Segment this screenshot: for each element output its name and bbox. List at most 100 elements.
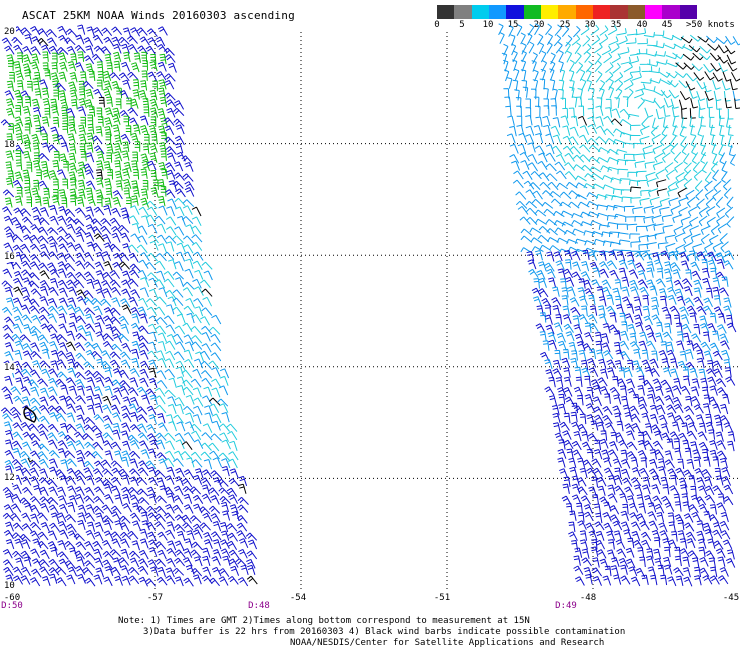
wind-barb xyxy=(228,451,239,461)
wind-barb xyxy=(559,201,572,208)
wind-barb xyxy=(642,145,653,154)
wind-barb xyxy=(74,469,86,479)
wind-barb xyxy=(618,35,628,45)
wind-barb xyxy=(565,35,573,47)
wind-barb xyxy=(41,44,51,55)
wind-barb xyxy=(140,197,149,208)
wind-barb xyxy=(696,91,705,102)
wind-barb xyxy=(5,492,14,503)
wind-barb xyxy=(146,214,157,224)
wind-barb xyxy=(640,189,651,197)
wind-barb xyxy=(546,33,554,46)
wind-barb xyxy=(101,233,112,244)
wind-barb xyxy=(129,468,141,477)
wind-barb xyxy=(165,529,176,540)
wind-barb xyxy=(674,232,685,243)
wind-barb xyxy=(575,238,587,245)
wind-barb xyxy=(635,262,646,272)
wind-barb xyxy=(639,556,646,568)
wind-barb xyxy=(111,232,121,243)
wind-barb xyxy=(174,576,184,587)
wind-barb xyxy=(181,441,193,450)
wind-barb xyxy=(138,549,149,560)
wind-barb xyxy=(102,515,114,524)
wind-barb xyxy=(613,394,622,405)
wind-barb xyxy=(623,62,633,73)
wind-barb xyxy=(550,125,561,136)
wind-barb xyxy=(530,171,542,180)
wind-barb xyxy=(200,316,211,326)
wind-barb xyxy=(109,316,121,325)
wind-barb xyxy=(67,61,77,72)
wind-barb xyxy=(723,495,734,506)
lon-label-48: -48 xyxy=(579,593,597,603)
wind-barb xyxy=(619,350,631,361)
wind-barb xyxy=(47,227,59,236)
wind-barb xyxy=(538,152,548,163)
wind-barb xyxy=(103,36,114,46)
wind-barb xyxy=(30,548,41,558)
wind-barb xyxy=(128,296,139,307)
wind-barb xyxy=(681,323,692,334)
wind-barb xyxy=(84,331,93,342)
wind-barb xyxy=(606,305,617,315)
wind-barb xyxy=(160,186,167,197)
wind-barb xyxy=(87,404,96,416)
wind-barb xyxy=(68,385,78,396)
wind-barb xyxy=(556,332,566,343)
wind-barb xyxy=(132,89,140,100)
wind-barb xyxy=(193,474,203,485)
wind-barb xyxy=(607,474,617,486)
wind-barb xyxy=(154,469,166,478)
wind-barb xyxy=(557,340,567,351)
wind-barb xyxy=(132,187,140,198)
wind-barb xyxy=(622,503,629,515)
wind-barb xyxy=(534,250,543,261)
wind-barb xyxy=(606,530,616,541)
wind-barb xyxy=(113,51,122,62)
wind-barb xyxy=(183,244,194,254)
wind-barb xyxy=(173,458,184,467)
wind-barb xyxy=(535,323,546,333)
wind-barb xyxy=(649,404,659,415)
wind-barb xyxy=(546,251,555,262)
wind-barb xyxy=(690,485,697,497)
wind-barb xyxy=(42,51,49,62)
wind-barb xyxy=(217,478,229,487)
wind-barb xyxy=(662,484,670,495)
wind-barb xyxy=(571,350,578,361)
wind-barb xyxy=(202,469,213,479)
wind-barb xyxy=(119,385,130,396)
wind-barb xyxy=(608,324,619,334)
wind-barb xyxy=(48,45,60,55)
wind-barb xyxy=(129,557,140,568)
wind-barb xyxy=(593,42,603,54)
wind-barb xyxy=(17,96,23,107)
wind-barb xyxy=(684,162,692,174)
wind-barb xyxy=(74,62,85,72)
wind-barb xyxy=(74,493,85,504)
wind-barb xyxy=(659,197,670,207)
wind-barb xyxy=(725,35,736,45)
wind-barb xyxy=(103,520,112,531)
wind-barb xyxy=(92,342,103,353)
wind-barb xyxy=(52,178,59,190)
wind-barb xyxy=(21,314,33,324)
wind-barb xyxy=(21,216,33,225)
wind-barb xyxy=(657,242,669,249)
wind-barb xyxy=(32,360,42,370)
wind-barb xyxy=(193,439,204,449)
wind-barb xyxy=(191,341,203,350)
wind-barb xyxy=(164,54,176,63)
wind-barb xyxy=(165,350,176,361)
wind-barb xyxy=(129,550,141,559)
wind-barb xyxy=(724,367,732,378)
wind-barb xyxy=(184,268,194,279)
wind-barb xyxy=(183,493,193,504)
wind-barb xyxy=(579,144,591,153)
wind-barb xyxy=(673,151,682,164)
wind-barb xyxy=(166,152,176,163)
wind-barb xyxy=(166,169,176,180)
wind-barb xyxy=(131,520,141,531)
wind-barb xyxy=(181,478,193,488)
